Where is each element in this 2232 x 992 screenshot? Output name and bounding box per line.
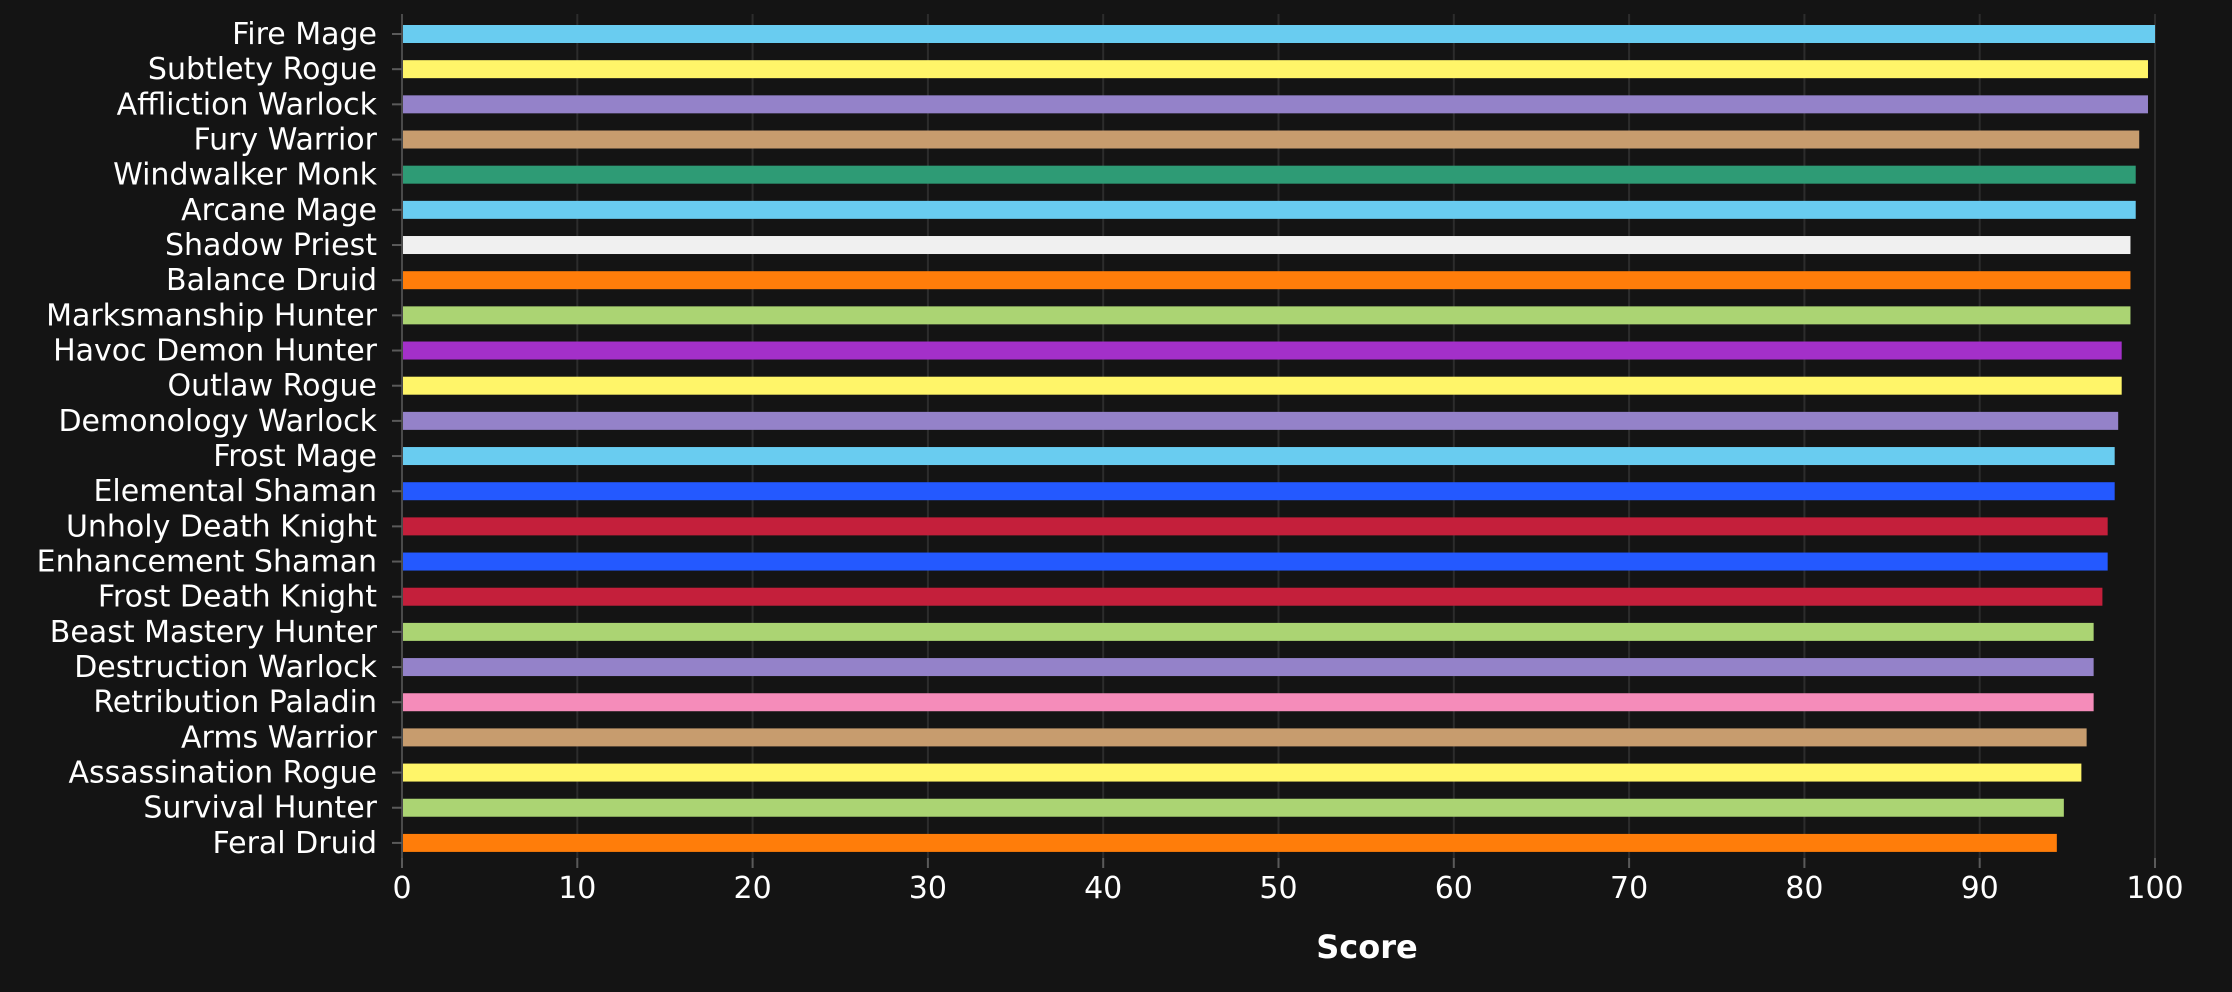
x-tick-label: 100 xyxy=(2126,871,2183,906)
category-label: Retribution Paladin xyxy=(93,685,377,720)
x-tick-label: 80 xyxy=(1785,871,1823,906)
category-label: Havoc Demon Hunter xyxy=(53,334,378,369)
bar xyxy=(402,165,2136,184)
bar xyxy=(402,411,2119,430)
category-label: Enhancement Shaman xyxy=(37,545,377,580)
bar xyxy=(402,306,2131,325)
bar xyxy=(402,693,2094,712)
bar xyxy=(402,517,2108,536)
bar xyxy=(402,25,2155,43)
bar xyxy=(402,658,2094,677)
category-label: Fire Mage xyxy=(232,17,377,52)
category-label: Frost Death Knight xyxy=(98,580,377,615)
bar xyxy=(402,60,2148,79)
bar xyxy=(402,236,2131,255)
x-tick-label: 0 xyxy=(392,871,411,906)
bar xyxy=(402,622,2094,641)
category-label: Frost Mage xyxy=(213,439,377,474)
bar xyxy=(402,763,2082,782)
bar xyxy=(402,376,2122,395)
category-label: Windwalker Monk xyxy=(113,158,378,193)
category-label: Marksmanship Hunter xyxy=(46,298,378,333)
category-label: Affliction Warlock xyxy=(117,87,378,122)
bar xyxy=(402,95,2148,114)
bar xyxy=(402,341,2122,360)
category-label: Arms Warrior xyxy=(181,720,378,755)
category-label: Fury Warrior xyxy=(193,123,377,158)
category-label: Subtlety Rogue xyxy=(148,52,377,87)
x-tick-label: 20 xyxy=(734,871,772,906)
category-label: Elemental Shaman xyxy=(93,474,377,509)
x-tick-label: 70 xyxy=(1610,871,1648,906)
bar xyxy=(402,728,2087,747)
x-tick-label: 90 xyxy=(1961,871,1999,906)
category-label: Demonology Warlock xyxy=(58,404,377,439)
bar xyxy=(402,200,2136,219)
x-tick-label: 60 xyxy=(1435,871,1473,906)
category-label: Balance Druid xyxy=(166,263,377,298)
category-label: Outlaw Rogue xyxy=(167,369,377,404)
x-tick-label: 10 xyxy=(558,871,596,906)
gridlines xyxy=(576,14,2156,858)
bar xyxy=(402,482,2115,501)
x-tick-label: 30 xyxy=(909,871,947,906)
category-label: Beast Mastery Hunter xyxy=(50,615,378,650)
x-axis-title: Score xyxy=(1316,928,1417,966)
bars xyxy=(402,25,2155,852)
category-label: Unholy Death Knight xyxy=(66,509,377,544)
bar xyxy=(402,798,2064,817)
category-label: Shadow Priest xyxy=(165,228,377,263)
category-label: Feral Druid xyxy=(213,826,378,861)
category-label: Survival Hunter xyxy=(143,791,377,826)
bar xyxy=(402,271,2131,290)
bar xyxy=(402,130,2140,149)
x-tick-label: 40 xyxy=(1084,871,1122,906)
bar xyxy=(402,833,2057,852)
bar xyxy=(402,587,2103,606)
category-label: Arcane Mage xyxy=(181,193,377,228)
bar xyxy=(402,552,2108,571)
category-label: Assassination Rogue xyxy=(68,756,377,791)
bar xyxy=(402,447,2115,466)
x-tick-label: 50 xyxy=(1259,871,1297,906)
category-label: Destruction Warlock xyxy=(74,650,377,685)
x-axis: 0 10 20 30 40 50 60 70 80 90 100 xyxy=(392,858,2184,906)
